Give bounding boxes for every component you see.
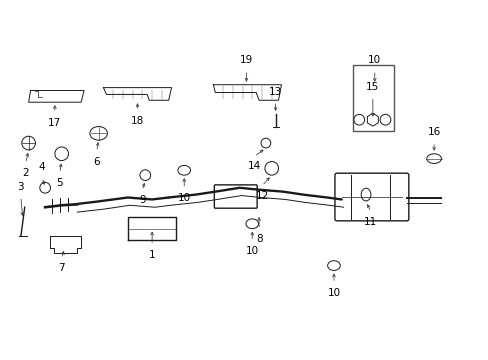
Text: 10: 10 (327, 288, 340, 298)
Circle shape (40, 183, 50, 193)
Circle shape (353, 114, 364, 125)
Text: 10: 10 (177, 193, 190, 203)
Polygon shape (103, 87, 171, 100)
Ellipse shape (361, 188, 370, 201)
Circle shape (264, 162, 278, 175)
Text: 18: 18 (131, 116, 144, 126)
Text: 19: 19 (239, 55, 253, 66)
Text: 2: 2 (22, 168, 29, 178)
Polygon shape (29, 90, 84, 102)
Text: 12: 12 (255, 190, 268, 201)
Text: 9: 9 (139, 195, 145, 206)
Text: 3: 3 (18, 182, 24, 192)
FancyBboxPatch shape (334, 173, 408, 221)
Text: 14: 14 (247, 161, 260, 171)
Text: 5: 5 (56, 178, 63, 188)
Text: 1: 1 (148, 250, 155, 260)
Ellipse shape (90, 126, 107, 140)
Text: 15: 15 (366, 82, 379, 92)
Circle shape (55, 147, 68, 161)
Ellipse shape (245, 219, 258, 229)
Polygon shape (50, 237, 81, 253)
Circle shape (379, 114, 390, 125)
Text: 11: 11 (364, 217, 377, 227)
Text: 16: 16 (427, 127, 440, 138)
Polygon shape (127, 217, 176, 240)
Text: 6: 6 (93, 157, 100, 167)
Text: 4: 4 (39, 162, 45, 172)
Text: 8: 8 (255, 234, 262, 244)
Ellipse shape (327, 261, 340, 270)
Polygon shape (213, 85, 281, 100)
Text: 10: 10 (367, 55, 381, 66)
Bar (353, 65, 393, 131)
Circle shape (140, 170, 150, 180)
Text: 10: 10 (245, 246, 258, 256)
Text: 17: 17 (48, 118, 61, 128)
Circle shape (22, 136, 35, 150)
Ellipse shape (426, 154, 441, 163)
Circle shape (261, 138, 270, 148)
FancyBboxPatch shape (214, 185, 257, 208)
Ellipse shape (178, 165, 190, 175)
Text: 7: 7 (58, 264, 65, 274)
Text: 13: 13 (268, 86, 282, 96)
